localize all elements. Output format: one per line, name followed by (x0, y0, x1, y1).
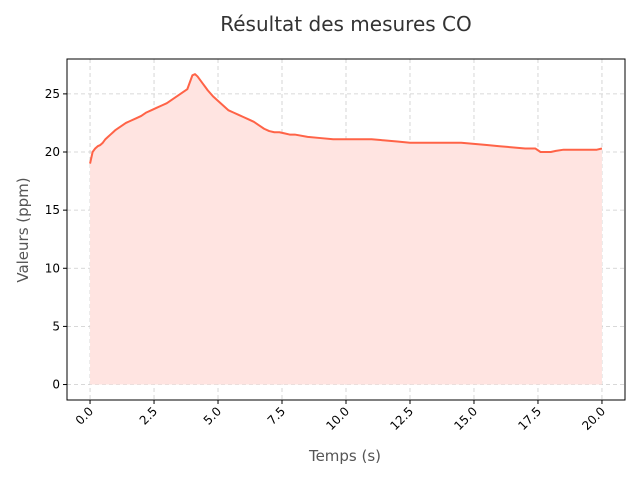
chart-title: Résultat des mesures CO (220, 12, 471, 36)
y-tick-label: 20 (45, 145, 60, 159)
x-axis-label: Temps (s) (308, 447, 381, 465)
y-tick-label: 5 (52, 319, 60, 333)
y-axis-label: Valeurs (ppm) (14, 177, 32, 282)
y-tick-label: 25 (45, 87, 60, 101)
series-line (89, 73, 603, 164)
y-tick-label: 0 (52, 378, 60, 392)
area-fill (90, 74, 602, 385)
y-tick-label: 15 (45, 203, 60, 217)
y-axis-ticks: 0 5 10 15 20 25 (45, 87, 67, 392)
y-tick-label: 10 (45, 261, 60, 275)
